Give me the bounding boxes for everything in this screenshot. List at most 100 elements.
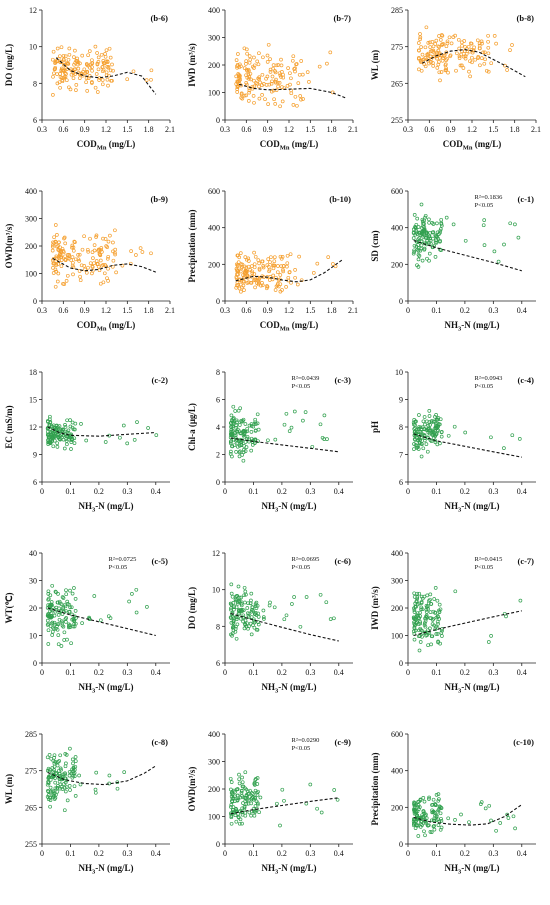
data-point — [55, 763, 60, 768]
data-point — [284, 285, 288, 289]
data-point — [236, 253, 240, 258]
data-point — [45, 755, 50, 760]
data-point — [90, 265, 95, 269]
data-point — [254, 81, 258, 85]
y-tick-label: 0 — [216, 116, 220, 125]
x-tick-label: 0 — [40, 487, 44, 496]
data-point — [482, 61, 487, 66]
data-point — [121, 423, 126, 428]
data-point — [432, 823, 437, 828]
data-point — [411, 629, 416, 634]
data-point — [95, 90, 100, 94]
data-point — [295, 282, 300, 287]
data-point — [63, 425, 68, 429]
y-tick-label: 265 — [25, 803, 37, 812]
data-point — [270, 74, 275, 79]
data-point — [236, 52, 240, 56]
data-point — [243, 589, 248, 594]
data-point — [287, 270, 292, 274]
data-point — [70, 255, 75, 259]
data-point — [260, 274, 265, 279]
x-tick-label: 1.5 — [122, 125, 132, 134]
data-point — [416, 48, 421, 53]
data-point — [428, 610, 433, 614]
data-point — [106, 614, 111, 619]
y-tick-label: 30 — [29, 577, 37, 586]
data-point — [281, 264, 286, 268]
data-point — [94, 259, 99, 263]
data-points — [45, 583, 149, 648]
x-tick-label: 0.9 — [263, 125, 273, 134]
data-point — [239, 95, 244, 100]
data-point — [425, 428, 430, 433]
y-tick-label: 0 — [33, 659, 37, 668]
chart-panel: 0 0.1 0.2 0.3 0.4 6 7 8 9 10 NH3-N (mg/L) pH (c-4) R²… — [366, 362, 549, 543]
data-point — [434, 417, 439, 422]
data-point — [477, 46, 482, 51]
data-point — [414, 814, 419, 819]
data-point — [412, 442, 416, 446]
data-point — [468, 59, 472, 64]
data-point — [236, 260, 241, 265]
x-axis-label: CODMn (mg/L) — [77, 320, 136, 333]
data-point — [46, 613, 50, 617]
data-point — [77, 773, 81, 778]
data-point — [61, 596, 66, 600]
data-point — [451, 222, 456, 227]
y-axis-label: Precipitation (mm) — [370, 752, 380, 825]
x-tick-label: 0.1 — [65, 487, 75, 496]
data-point — [52, 768, 56, 772]
data-point — [443, 62, 448, 67]
data-point — [432, 597, 437, 601]
data-points — [416, 25, 514, 83]
y-tick-label: 8 — [399, 423, 403, 432]
data-point — [419, 202, 424, 207]
data-point — [50, 430, 55, 435]
chart-panel: 0 0.1 0.2 0.3 0.4 0 200 400 600 NH3-N (mg/L) Preci… — [366, 724, 549, 905]
data-point — [416, 804, 421, 809]
y-tick-label: 8 — [33, 79, 37, 88]
x-tick-label: 0.9 — [446, 125, 456, 134]
data-point — [332, 788, 337, 792]
y-tick-label: 275 — [25, 767, 37, 776]
data-point — [423, 215, 427, 220]
data-point — [245, 606, 250, 610]
x-axis-label: CODMn (mg/L) — [77, 139, 136, 152]
data-point — [290, 58, 295, 63]
panel-tag: (c-8) — [151, 737, 168, 747]
data-point — [128, 261, 133, 266]
data-point — [489, 634, 493, 638]
chart-panel: 0 0.1 0.2 0.3 0.4 0 10 20 30 40 NH3-N (mg/L) WT(℃) (… — [0, 543, 183, 724]
data-point — [242, 585, 247, 590]
data-point — [272, 255, 277, 260]
data-point — [257, 96, 262, 101]
data-point — [463, 56, 468, 61]
data-point — [242, 270, 247, 274]
data-point — [53, 786, 58, 791]
data-point — [237, 450, 242, 455]
data-point — [107, 73, 111, 78]
data-point — [64, 78, 69, 83]
data-point — [235, 64, 239, 69]
data-point — [286, 275, 291, 280]
stats-label: P<0.05 — [475, 202, 494, 209]
panel-tag: (b-6) — [151, 13, 169, 23]
data-point — [506, 816, 511, 820]
data-point — [97, 268, 102, 273]
data-point — [64, 761, 68, 766]
data-point — [256, 279, 261, 284]
data-point — [96, 67, 101, 72]
y-tick-label: 300 — [208, 34, 220, 43]
data-point — [272, 605, 277, 610]
data-point — [440, 628, 444, 633]
data-point — [255, 59, 260, 64]
data-point — [429, 818, 434, 823]
data-point — [237, 821, 242, 826]
chart-svg: 0 0.1 0.2 0.3 0.4 0 100 200 300 400 NH3-N (mg/L) IW… — [370, 549, 536, 695]
data-point — [51, 434, 56, 438]
data-point — [416, 807, 421, 811]
data-point — [429, 420, 434, 425]
data-point — [70, 767, 74, 772]
data-point — [416, 237, 421, 242]
data-point — [439, 805, 444, 810]
